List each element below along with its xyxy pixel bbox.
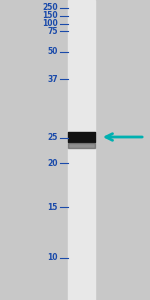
Bar [68,0,95,300]
Text: 50: 50 [48,47,58,56]
Text: 100: 100 [42,20,58,28]
Text: 37: 37 [47,74,58,83]
Text: 20: 20 [48,158,58,167]
Text: 15: 15 [48,202,58,211]
Text: 75: 75 [48,26,58,35]
Text: 10: 10 [48,254,58,262]
Text: 150: 150 [42,11,58,20]
Text: 25: 25 [48,134,58,142]
Text: 250: 250 [42,4,58,13]
